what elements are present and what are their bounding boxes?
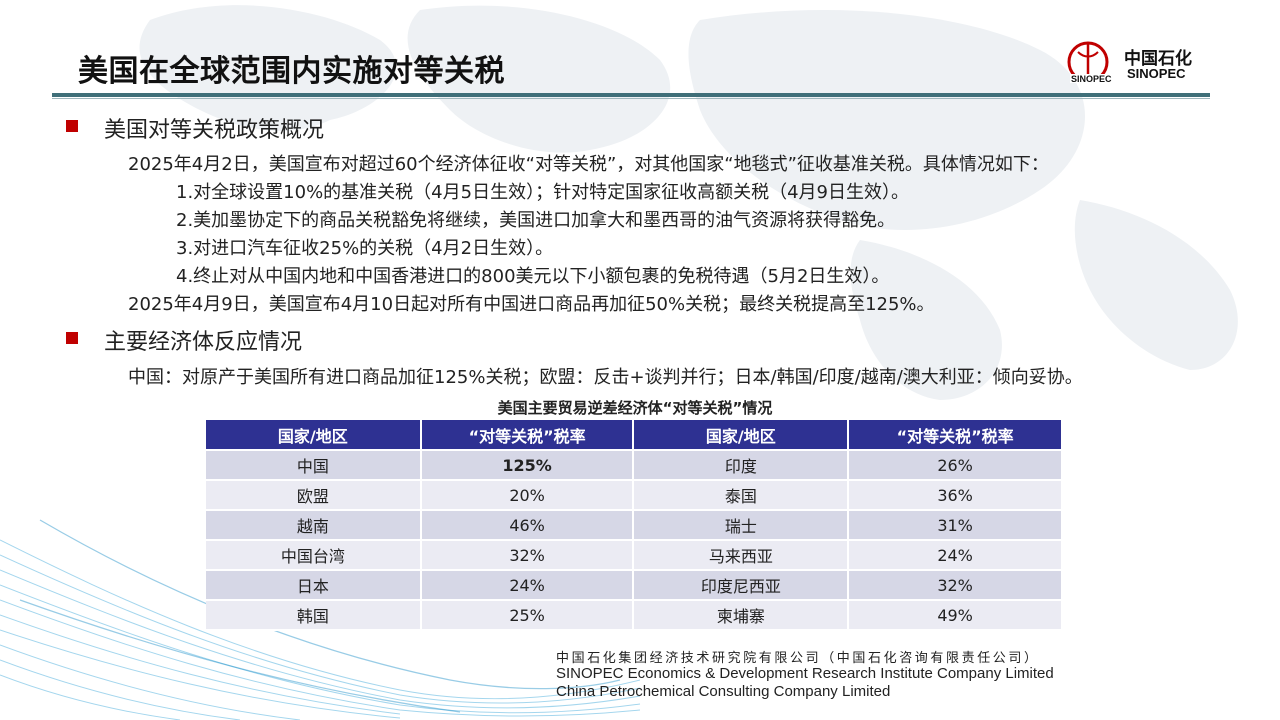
section1-intro: 2025年4月2日，美国宣布对超过60个经济体征收“对等关税”，对其他国家“地毯… [128, 154, 1049, 175]
table-cell: 中国 [206, 450, 422, 481]
table-cell: 24% [420, 570, 635, 601]
table-row: 越南 46% 瑞士 31% [206, 510, 1063, 541]
table-cell: 24% [848, 540, 1063, 571]
table-cell: 26% [848, 450, 1063, 481]
table-cell: 36% [848, 480, 1063, 511]
logo-english-text: SINOPEC [1127, 66, 1186, 81]
table-cell: 马来西亚 [633, 540, 850, 571]
table-row: 日本 24% 印度尼西亚 32% [206, 570, 1063, 601]
title-underline [52, 93, 1210, 97]
svg-text:SINOPEC: SINOPEC [1071, 74, 1112, 84]
tariff-table: 国家/地区 “对等关税”税率 国家/地区 “对等关税”税率 中国 125% 印度… [206, 420, 1063, 631]
table-cell: 32% [848, 570, 1063, 601]
table-title: 美国主要贸易逆差经济体“对等关税”情况 [497, 399, 773, 417]
table-cell: 125% [420, 450, 635, 481]
table-cell: 32% [420, 540, 635, 571]
table-cell: 中国台湾 [206, 540, 422, 571]
section1-item: 3.对进口汽车征收25%的关税（4月2日生效）。 [176, 238, 554, 259]
table-cell: 46% [420, 510, 635, 541]
section1-bullet [66, 120, 78, 132]
table-cell: 柬埔寨 [633, 600, 850, 631]
table-cell: 25% [420, 600, 635, 631]
table-cell: 越南 [206, 510, 422, 541]
column-header-region: 国家/地区 [206, 420, 422, 451]
section1-followup: 2025年4月9日，美国宣布4月10日起对所有中国进口商品再加征50%关税；最终… [128, 294, 935, 315]
section2-text: 中国：对原产于美国所有进口商品加征125%关税；欧盟：反击+谈判并行；日本/韩国… [128, 367, 1083, 388]
footer-company-en: SINOPEC Economics & Development Research… [556, 665, 1054, 682]
table-cell: 印度尼西亚 [633, 570, 850, 601]
section2-bullet [66, 332, 78, 344]
table-cell: 欧盟 [206, 480, 422, 511]
table-cell: 20% [420, 480, 635, 511]
column-header-region: 国家/地区 [633, 420, 850, 451]
section1-item: 4.终止对从中国内地和中国香港进口的800美元以下小额包裹的免税待遇（5月2日生… [176, 266, 890, 287]
table-cell: 泰国 [633, 480, 850, 511]
section1-item: 2.美加墨协定下的商品关税豁免将继续，美国进口加拿大和墨西哥的油气资源将获得豁免… [176, 210, 896, 231]
section1-heading: 美国对等关税政策概况 [104, 118, 325, 143]
section1-item: 1.对全球设置10%的基准关税（4月5日生效）；针对特定国家征收高额关税（4月9… [176, 182, 909, 203]
table-cell: 49% [848, 600, 1063, 631]
table-row: 欧盟 20% 泰国 36% [206, 480, 1063, 511]
sinopec-logo-icon: SINOPEC [1067, 41, 1112, 84]
footer-company-cn: 中国石化集团经济技术研究院有限公司（中国石化咨询有限责任公司） [556, 651, 1040, 666]
table-row: 中国台湾 32% 马来西亚 24% [206, 540, 1063, 571]
table-cell: 日本 [206, 570, 422, 601]
table-cell: 31% [848, 510, 1063, 541]
table-row: 韩国 25% 柬埔寨 49% [206, 600, 1063, 631]
table-cell: 印度 [633, 450, 850, 481]
table-row: 中国 125% 印度 26% [206, 450, 1063, 481]
table-header-row: 国家/地区 “对等关税”税率 国家/地区 “对等关税”税率 [206, 420, 1063, 451]
column-header-rate: “对等关税”税率 [420, 420, 635, 451]
column-header-rate: “对等关税”税率 [848, 420, 1063, 451]
logo-chinese-text: 中国石化 [1124, 49, 1192, 69]
title-underline-thin [52, 98, 1210, 99]
section2-heading: 主要经济体反应情况 [104, 330, 303, 355]
slide-title: 美国在全球范围内实施对等关税 [78, 54, 505, 89]
table-cell: 瑞士 [633, 510, 850, 541]
footer-company-en-alt: China Petrochemical Consulting Company L… [556, 683, 891, 700]
table-cell: 韩国 [206, 600, 422, 631]
